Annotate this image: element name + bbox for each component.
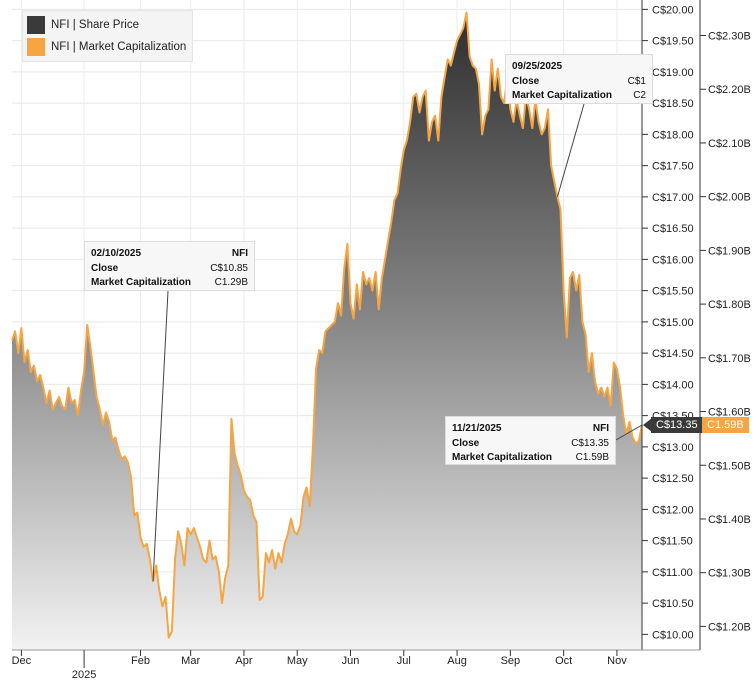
right-tick-label: C$1.60B	[708, 407, 751, 419]
right-tick-label: C$1.50B	[708, 460, 751, 472]
tooltip-mcap-label: Market Capitalization	[91, 277, 192, 288]
left-tick-label: C$20.00	[652, 4, 694, 16]
right-tick-label: C$2.00B	[708, 192, 751, 204]
left-tick-label: C$19.00	[652, 67, 694, 79]
tooltip-nov: 11/21/2025 NFI Close C$13.35 Market Capita…	[445, 416, 616, 465]
right-tick-label: C$1.90B	[708, 245, 751, 257]
market-cap-line	[11, 11, 643, 639]
left-tick-label: C$15.50	[652, 286, 694, 298]
left-tick-label: C$16.00	[652, 254, 694, 266]
right-tick-label: C$1.80B	[708, 299, 751, 311]
tooltip-close-value: C$1	[627, 75, 646, 87]
legend-label: NFI | Share Price	[51, 19, 139, 31]
annotation-leader-line	[152, 290, 169, 582]
legend-label: NFI | Market Capitalization	[51, 41, 187, 53]
x-tick-label: Dec	[12, 655, 32, 667]
share-price-area	[12, 12, 642, 650]
market-cap-swatch	[27, 38, 45, 56]
share-price-swatch	[27, 16, 45, 34]
left-tick-label: C$16.50	[652, 223, 694, 235]
right-tick-label: C$1.20B	[708, 621, 751, 633]
x-axis-ticks: Dec 2025 Feb Mar Apr May Jun Jul Aug Sep Oct Nov	[12, 650, 627, 681]
tooltip-date: 09/25/2025	[512, 61, 563, 72]
right-tick-label: C$2.20B	[708, 84, 751, 96]
x-tick-label: Mar	[181, 655, 200, 667]
right-tick-label: C$2.30B	[708, 31, 751, 43]
left-tick-label: C$10.50	[652, 598, 694, 610]
left-tick-label: C$14.00	[652, 379, 694, 391]
tooltip-close-value: C$10.85	[210, 262, 248, 274]
tooltip-mcap-label: Market Capitalization	[452, 452, 553, 463]
left-tick-label: C$14.50	[652, 348, 694, 360]
tooltip-sep: 09/25/2025 Close C$1 Market Capitalizatio…	[505, 54, 653, 104]
right-tick-label: C$1.70B	[708, 353, 751, 365]
left-tick-label: C$15.00	[652, 317, 694, 329]
annotation-leader-line	[556, 103, 585, 198]
tooltip-date: 11/21/2025	[452, 423, 502, 434]
annotation-leader-line	[615, 424, 643, 441]
tooltip-feb: 02/10/2025 NFI Close C$10.85 Market Capita…	[84, 241, 255, 291]
x-tick-label: Jun	[342, 655, 360, 667]
x-tick-label: May	[287, 655, 308, 667]
tooltip-date: 02/10/2025	[91, 248, 142, 259]
left-tick-label: C$18.00	[652, 129, 694, 141]
x-tick-label: 2025	[72, 669, 96, 681]
legend: NFI | Share Price NFI | Market Capitaliz…	[22, 10, 194, 62]
x-tick-label: Sep	[501, 655, 521, 667]
right-tick-label: C$2.10B	[708, 138, 751, 150]
tooltip-mcap-value: C2	[633, 90, 646, 101]
tooltip-ticker: NFI	[592, 423, 609, 434]
tooltip-close-label: Close	[512, 75, 540, 87]
legend-item-share-price[interactable]: NFI | Share Price	[27, 14, 186, 36]
left-axis-ticks: C$10.00 C$10.50 C$11.00 C$11.50 C$12.00 C$12.…	[642, 4, 694, 641]
x-tick-label: Jul	[397, 655, 411, 667]
x-tick-label: Apr	[235, 655, 252, 667]
legend-item-market-cap[interactable]: NFI | Market Capitalization	[27, 36, 186, 58]
current-price-pointer	[643, 418, 652, 432]
left-tick-label: C$18.50	[652, 98, 694, 110]
left-tick-label: C$19.50	[652, 36, 694, 48]
right-tick-label: C$1.30B	[708, 568, 751, 580]
x-tick-label: Feb	[131, 655, 150, 667]
tooltip-close-value: C$13.35	[571, 437, 609, 449]
left-tick-label: C$11.00	[652, 567, 693, 579]
current-mcap-badge: C1.59B	[702, 417, 749, 433]
tooltip-mcap-value: C1.29B	[214, 277, 248, 288]
tooltip-mcap-label: Market Capitalization	[512, 90, 613, 101]
left-tick-label: C$17.00	[652, 192, 694, 204]
current-price-badge: C$13.35	[651, 417, 703, 433]
left-tick-label: C$13.00	[652, 442, 694, 454]
left-tick-label: C$11.50	[652, 536, 693, 548]
annotation-leaders	[152, 103, 652, 582]
left-tick-label: C$10.00	[652, 629, 694, 641]
left-tick-label: C$12.50	[652, 473, 694, 485]
tooltip-ticker: NFI	[231, 248, 248, 259]
left-tick-label: C$12.00	[652, 504, 694, 516]
left-tick-label: C$17.50	[652, 161, 694, 173]
x-tick-label: Oct	[555, 655, 572, 667]
tooltip-mcap-value: C1.59B	[575, 452, 609, 463]
tooltip-close-label: Close	[452, 437, 480, 449]
x-tick-label: Nov	[607, 655, 627, 667]
x-tick-label: Aug	[447, 655, 467, 667]
right-axis-ticks: C$1.20B C$1.30B C$1.40B C$1.50B C$1.60B C$1.7…	[700, 31, 751, 633]
tooltip-close-label: Close	[91, 262, 119, 274]
right-tick-label: C$1.40B	[708, 514, 751, 526]
